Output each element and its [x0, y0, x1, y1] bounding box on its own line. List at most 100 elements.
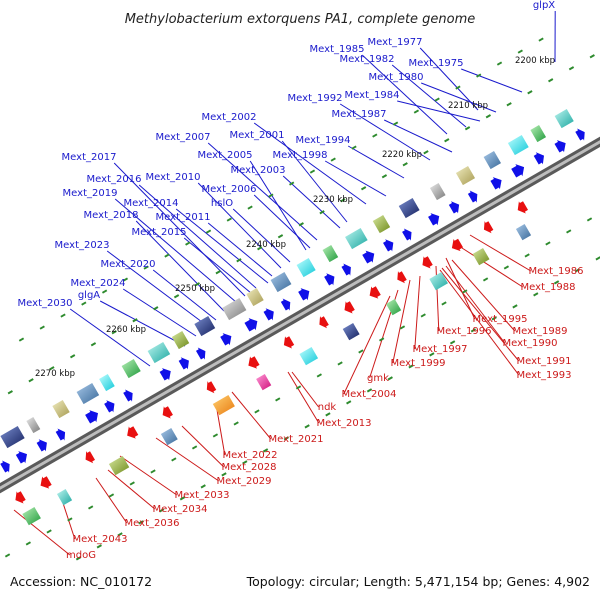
leader-line: [114, 198, 237, 303]
forward-gene-arrow: [159, 368, 171, 381]
gene-label: gmk: [367, 373, 389, 384]
feature-block: [386, 299, 402, 316]
forward-gene-arrow: [0, 460, 10, 473]
gene-label: Mext_2013: [317, 418, 372, 429]
tick-mark: [111, 330, 117, 335]
leader-line: [175, 208, 269, 284]
feature-block: [56, 489, 73, 506]
gene-label: Mext_1997: [413, 344, 468, 355]
leader-line: [95, 477, 128, 524]
feature-block: [372, 215, 391, 234]
reverse-gene-arrow: [369, 286, 381, 299]
gene-label: Mext_2020: [101, 259, 156, 270]
leader-line: [451, 259, 516, 332]
feature-block: [455, 166, 476, 186]
gene-label: Mext_1980: [369, 72, 424, 83]
tick-mark: [346, 400, 352, 405]
tick-mark: [429, 352, 435, 357]
gene-label: Mext_1977: [368, 37, 423, 48]
reverse-gene-arrow: [397, 271, 407, 284]
tick-mark: [117, 532, 123, 537]
gene-label: Mext_2017: [62, 152, 117, 163]
reverse-gene-arrow: [40, 476, 52, 489]
forward-gene-arrow: [298, 288, 310, 301]
leader-line: [135, 220, 225, 312]
leader-line: [107, 469, 156, 510]
feature-block: [171, 331, 190, 350]
feature-block: [472, 248, 490, 266]
gene-label: Mext_2023: [55, 240, 110, 251]
genome-summary-text: Topology: circular; Length: 5,471,154 bp…: [246, 574, 590, 589]
feature-block: [108, 456, 130, 476]
leader-line: [445, 257, 476, 320]
tick-mark: [46, 529, 52, 534]
scale-label: 2210 kbp: [448, 101, 488, 111]
forward-gene-arrow: [220, 333, 232, 346]
reverse-gene-arrow: [422, 256, 433, 269]
tick-mark: [200, 484, 206, 489]
scale-label: 2260 kbp: [106, 325, 146, 335]
tick-mark: [254, 409, 260, 414]
leader-line: [207, 222, 273, 277]
forward-gene-arrow: [402, 228, 412, 241]
tick-mark: [226, 217, 232, 222]
feature-block: [76, 383, 100, 405]
tick-mark: [173, 294, 180, 299]
gene-label: Mext_1999: [391, 358, 446, 369]
tick-mark: [143, 265, 149, 270]
tick-mark: [247, 205, 253, 210]
leader-line: [441, 267, 520, 362]
tick-mark: [96, 544, 102, 549]
tick-mark: [325, 412, 331, 417]
gene-label: Mext_2006: [202, 184, 257, 195]
feature-block: [99, 374, 115, 392]
leader-line: [339, 103, 431, 161]
forward-gene-arrow: [178, 357, 189, 370]
feature-block: [270, 272, 292, 293]
tick-mark: [413, 109, 420, 114]
gene-label: Mext_2024: [71, 278, 126, 289]
gene-label: Mext_2018: [84, 210, 139, 221]
forward-gene-arrow: [85, 410, 99, 424]
tick-mark: [153, 306, 159, 311]
tick-mark: [295, 385, 302, 390]
leader-line: [469, 234, 532, 272]
gene-label: Mext_2007: [156, 132, 211, 143]
gene-label: Mext_2015: [132, 227, 187, 238]
scale-label: 2250 kbp: [175, 284, 215, 294]
tick-mark: [360, 186, 367, 191]
feature-block: [345, 228, 368, 250]
leader-line: [445, 265, 506, 344]
forward-gene-arrow: [280, 298, 291, 311]
forward-gene-arrow: [104, 400, 115, 413]
gene-label: Mext_1990: [503, 338, 558, 349]
tick-mark: [476, 73, 482, 78]
forward-gene-arrow: [467, 190, 478, 203]
gene-label: hslO: [211, 198, 233, 209]
tick-mark: [194, 282, 201, 287]
feature-block: [530, 125, 547, 143]
reverse-gene-arrow: [517, 201, 529, 214]
tick-mark: [378, 337, 385, 342]
feature-block: [483, 151, 502, 170]
tick-mark: [553, 280, 560, 285]
gene-label: Mext_1985: [310, 44, 365, 55]
leader-lines: [13, 10, 556, 556]
tick-mark: [28, 378, 34, 383]
feature-block: [121, 359, 141, 379]
leader-line: [324, 160, 387, 197]
forward-gene-arrow: [195, 347, 206, 360]
feature-block: [256, 374, 272, 391]
map-title: Methylobacterium extorquens PA1, complet…: [125, 12, 476, 27]
tick-mark: [122, 277, 129, 282]
scale-label: 2270 kbp: [35, 369, 75, 379]
tick-mark: [69, 354, 76, 359]
tick-mark: [589, 54, 595, 59]
tick-mark: [420, 313, 426, 318]
gene-label: Mext_1989: [513, 326, 568, 337]
tick-mark: [568, 66, 575, 71]
reverse-gene-arrow: [127, 426, 139, 439]
tick-mark: [129, 481, 135, 486]
tick-mark: [150, 469, 156, 474]
